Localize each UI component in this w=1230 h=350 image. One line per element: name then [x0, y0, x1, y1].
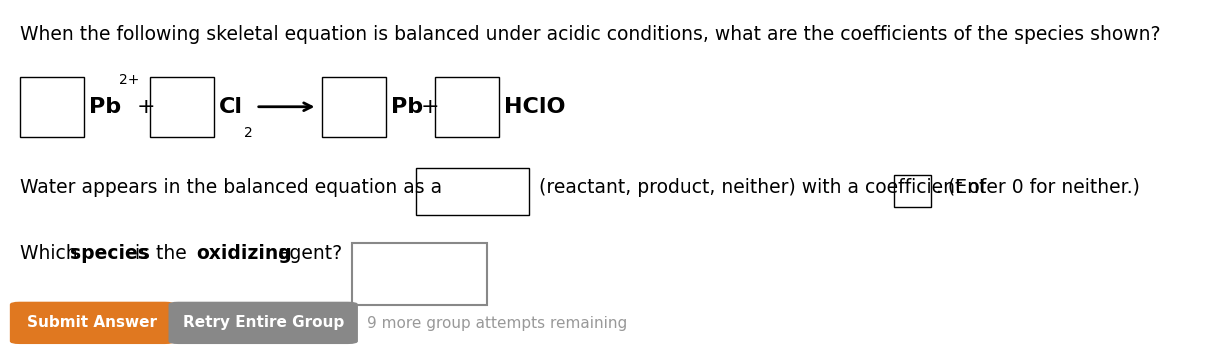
Bar	[894, 175, 931, 206]
Bar	[416, 168, 529, 215]
Text: Retry Entire Group: Retry Entire Group	[182, 315, 344, 330]
Text: oxidizing: oxidizing	[197, 244, 293, 263]
Text: (reactant, product, neither) with a coefficient of: (reactant, product, neither) with a coef…	[539, 178, 986, 197]
Text: . (Enter 0 for neither.): . (Enter 0 for neither.)	[936, 178, 1140, 197]
Bar	[435, 77, 499, 136]
Text: 2: 2	[244, 126, 252, 140]
Text: +: +	[137, 97, 155, 117]
Text: Pb: Pb	[89, 97, 121, 117]
Text: HClO: HClO	[504, 97, 566, 117]
Bar	[322, 77, 386, 136]
Text: species: species	[70, 244, 149, 263]
Text: Cl: Cl	[219, 97, 244, 117]
Text: When the following skeletal equation is balanced under acidic conditions, what a: When the following skeletal equation is …	[20, 25, 1160, 43]
FancyBboxPatch shape	[169, 302, 358, 344]
Bar	[20, 77, 84, 136]
Text: Pb: Pb	[391, 97, 423, 117]
Bar	[150, 77, 214, 136]
Text: 9 more group attempts remaining: 9 more group attempts remaining	[367, 316, 627, 330]
Text: agent?: agent?	[273, 244, 343, 263]
Text: is the: is the	[129, 244, 193, 263]
Text: Water appears in the balanced equation as a: Water appears in the balanced equation a…	[20, 178, 442, 197]
Text: +: +	[421, 97, 439, 117]
Text: Which: Which	[20, 244, 84, 263]
Text: Submit Answer: Submit Answer	[27, 315, 157, 330]
FancyBboxPatch shape	[10, 302, 175, 344]
Text: 2+: 2+	[119, 74, 140, 88]
Bar	[352, 243, 487, 304]
